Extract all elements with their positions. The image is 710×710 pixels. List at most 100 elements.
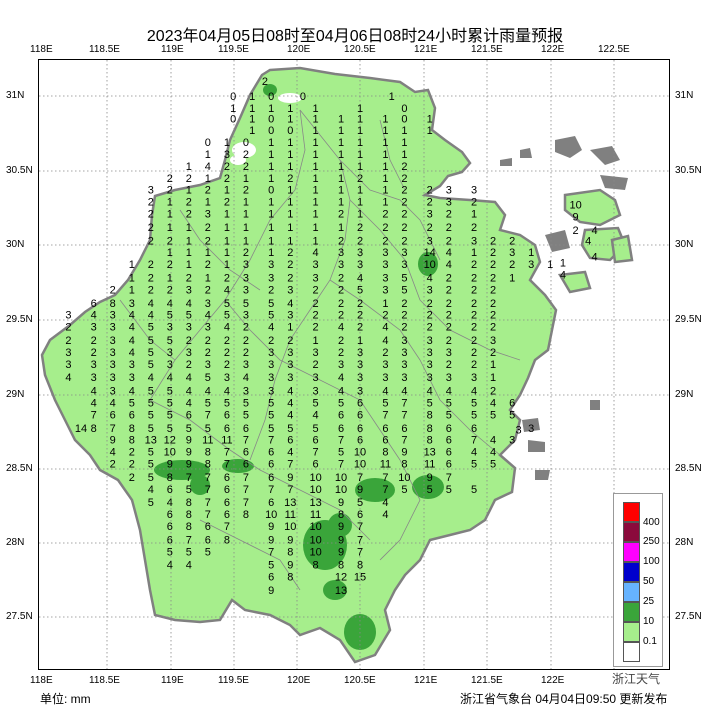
- grid-value: 3: [91, 359, 97, 371]
- grid-value: 4: [338, 372, 344, 384]
- grid-value: 5: [268, 398, 274, 410]
- grid-value: 5: [427, 398, 433, 410]
- grid-value: 2: [65, 322, 71, 334]
- grid-value: 1: [224, 235, 230, 247]
- grid-value: 5: [148, 386, 154, 398]
- grid-value: 3: [509, 247, 515, 259]
- grid-value: 2: [186, 209, 192, 221]
- grid-value: 3: [287, 372, 293, 384]
- grid-value: 2: [471, 284, 477, 296]
- grid-value: 5: [148, 447, 154, 459]
- grid-value: 1: [287, 149, 293, 161]
- grid-value: 5: [148, 409, 154, 421]
- grid-value: 4: [186, 298, 192, 310]
- grid-value: 5: [446, 409, 452, 421]
- grid-value: 3: [65, 310, 71, 322]
- grid-value: 4: [91, 398, 97, 410]
- grid-value: 4: [148, 484, 154, 496]
- grid-value: 5: [471, 398, 477, 410]
- grid-value: 3: [382, 284, 388, 296]
- legend-swatch-25: [623, 582, 640, 602]
- grid-value: 11: [221, 435, 232, 447]
- grid-value: 1: [167, 209, 173, 221]
- grid-value: 3: [446, 197, 452, 209]
- grid-value: 2: [357, 322, 363, 334]
- grid-value: 2: [471, 347, 477, 359]
- grid-value: 1: [313, 185, 319, 197]
- grid-value: 4: [110, 447, 116, 459]
- grid-value: 5: [287, 423, 293, 435]
- grid-value: 1: [313, 125, 319, 137]
- grid-value: 5: [205, 398, 211, 410]
- grid-value: 3: [446, 372, 452, 384]
- grid-value: 5: [509, 409, 515, 421]
- grid-value: 8: [382, 447, 388, 459]
- grid-value: 8: [338, 509, 344, 521]
- grid-value: 2: [65, 335, 71, 347]
- grid-value: 2: [167, 173, 173, 185]
- grid-value: 6: [446, 459, 452, 471]
- grid-value: 1: [243, 235, 249, 247]
- grid-value: 7: [243, 435, 249, 447]
- grid-value: 2: [148, 197, 154, 209]
- grid-value: 2: [110, 459, 116, 471]
- grid-value: 1: [287, 161, 293, 173]
- grid-value: 2: [262, 76, 268, 88]
- grid-value: 2: [338, 335, 344, 347]
- grid-value: 2: [186, 273, 192, 285]
- grid-value: 1: [338, 125, 344, 137]
- grid-value: 2: [224, 273, 230, 285]
- grid-value: 2: [167, 284, 173, 296]
- grid-value: 6: [357, 409, 363, 421]
- grid-value: 1: [186, 222, 192, 234]
- legend-swatch-10: [623, 602, 640, 622]
- grid-value: 1: [313, 222, 319, 234]
- grid-value: 2: [509, 235, 515, 247]
- grid-value: 5: [224, 310, 230, 322]
- grid-value: 1: [186, 259, 192, 271]
- grid-value: 2: [490, 310, 496, 322]
- grid-value: 4: [490, 435, 496, 447]
- grid-value: 4: [382, 497, 388, 509]
- grid-value: 1: [268, 137, 274, 149]
- lat-label-left: 31N: [6, 90, 25, 101]
- grid-value: 10: [309, 546, 321, 558]
- grid-value: 4: [471, 386, 477, 398]
- grid-value: 3: [471, 235, 477, 247]
- grid-value: 1: [167, 197, 173, 209]
- grid-value: 2: [287, 247, 293, 259]
- grid-value: 3: [243, 386, 249, 398]
- grid-value: 1: [287, 185, 293, 197]
- grid-value: 1: [224, 222, 230, 234]
- publisher-label: 浙江省气象台 04月04日09:50 更新发布: [460, 692, 668, 706]
- grid-value: 7: [243, 497, 249, 509]
- grid-value: 4: [148, 310, 154, 322]
- grid-value: 0: [268, 125, 274, 137]
- grid-value: 2: [148, 235, 154, 247]
- lon-label-top: 120E: [287, 44, 311, 55]
- lon-label-top: 119E: [161, 44, 184, 55]
- grid-value: 5: [167, 398, 173, 410]
- grid-value: 2: [224, 173, 230, 185]
- grid-value: 5: [490, 409, 496, 421]
- legend-label: 10: [643, 616, 655, 627]
- grid-value: 4: [490, 398, 496, 410]
- grid-value: 7: [224, 447, 230, 459]
- grid-value: 9: [573, 212, 579, 224]
- lon-label-bottom: 122E: [541, 675, 565, 686]
- grid-value: 2: [313, 284, 319, 296]
- grid-value: 2: [401, 209, 407, 221]
- lon-label-bottom: 121E: [414, 675, 438, 686]
- grid-value: 3: [338, 259, 344, 271]
- grid-value: 1: [382, 137, 388, 149]
- grid-value: 6: [509, 398, 515, 410]
- grid-value: 2: [471, 197, 477, 209]
- grid-value: 7: [401, 435, 407, 447]
- grid-value: 2: [167, 185, 173, 197]
- grid-value: 2: [287, 259, 293, 271]
- grid-value: 8: [205, 459, 211, 471]
- grid-value: 3: [427, 284, 433, 296]
- lat-label-left: 30.5N: [6, 165, 33, 176]
- grid-value: 1: [313, 149, 319, 161]
- grid-value: 11: [380, 459, 391, 471]
